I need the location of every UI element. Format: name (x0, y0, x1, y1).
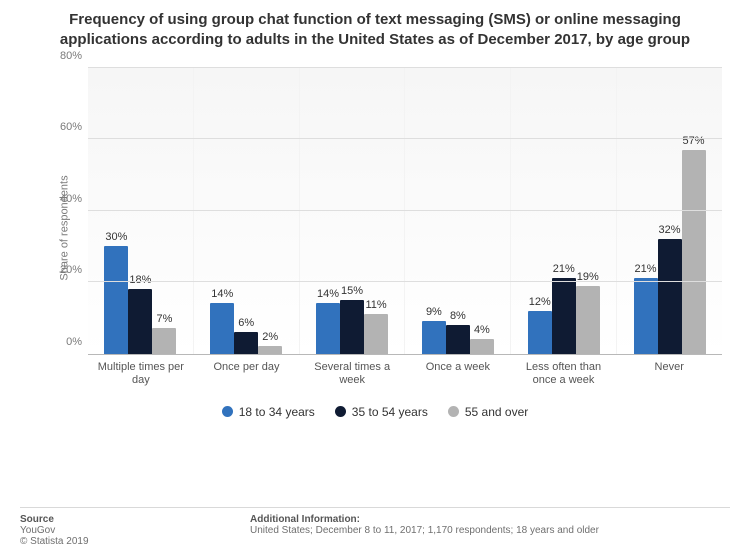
bar: 19% (576, 286, 600, 354)
bar: 8% (446, 325, 470, 354)
bar: 21% (552, 278, 576, 353)
bar: 4% (470, 339, 494, 353)
bar-value-label: 2% (262, 331, 278, 346)
bar: 21% (634, 278, 658, 353)
x-tick-label: Once per day (194, 357, 300, 393)
bar-group: 14%15%11% (300, 68, 406, 354)
legend-swatch (448, 406, 459, 417)
plot-area: 30%18%7%14%6%2%14%15%11%9%8%4%12%21%19%2… (88, 68, 722, 355)
chart-area: Share of respondents 30%18%7%14%6%2%14%1… (58, 63, 730, 393)
info-heading: Additional Information: (250, 514, 730, 525)
bar-value-label: 21% (635, 263, 657, 278)
y-tick: 80% (60, 50, 88, 62)
legend-label: 18 to 34 years (239, 405, 315, 419)
bar-groups: 30%18%7%14%6%2%14%15%11%9%8%4%12%21%19%2… (88, 68, 722, 354)
bar-group: 12%21%19% (511, 68, 617, 354)
x-tick-label: Once a week (405, 357, 511, 393)
y-tick: 0% (66, 336, 88, 348)
bar: 15% (340, 300, 364, 354)
bar-value-label: 7% (156, 313, 172, 328)
legend-item: 35 to 54 years (335, 405, 428, 419)
x-tick-label: Less often than once a week (511, 357, 617, 393)
x-axis-labels: Multiple times per dayOnce per daySevera… (88, 357, 722, 393)
bar-group: 9%8%4% (405, 68, 511, 354)
footer-info: Additional Information: United States; D… (250, 514, 730, 547)
bar-value-label: 21% (553, 263, 575, 278)
bar: 18% (128, 289, 152, 353)
bar: 6% (234, 332, 258, 353)
bar: 57% (682, 150, 706, 354)
info-text: United States; December 8 to 11, 2017; 1… (250, 525, 730, 536)
bar-value-label: 14% (211, 288, 233, 303)
bar-value-label: 30% (105, 231, 127, 246)
y-tick: 60% (60, 121, 88, 133)
gridline (88, 67, 722, 68)
bar-value-label: 4% (474, 324, 490, 339)
bar: 32% (658, 239, 682, 353)
bar-value-label: 32% (659, 224, 681, 239)
bar: 11% (364, 314, 388, 353)
bar-value-label: 57% (683, 135, 705, 150)
bar-value-label: 12% (529, 296, 551, 311)
legend-item: 55 and over (448, 405, 528, 419)
bar-value-label: 15% (341, 285, 363, 300)
source-heading: Source (20, 514, 250, 525)
bar: 14% (210, 303, 234, 353)
gridline (88, 138, 722, 139)
y-tick: 40% (60, 193, 88, 205)
legend-swatch (222, 406, 233, 417)
copyright: © Statista 2019 (20, 536, 250, 547)
legend: 18 to 34 years 35 to 54 years 55 and over (0, 405, 750, 421)
bar: 12% (528, 311, 552, 354)
bar-group: 14%6%2% (194, 68, 300, 354)
bar: 30% (104, 246, 128, 353)
legend-item: 18 to 34 years (222, 405, 315, 419)
bar-value-label: 9% (426, 306, 442, 321)
legend-label: 55 and over (465, 405, 528, 419)
bar: 9% (422, 321, 446, 353)
bar-value-label: 8% (450, 310, 466, 325)
bar-group: 21%32%57% (617, 68, 722, 354)
x-tick-label: Never (616, 357, 722, 393)
footer-source: Source YouGov © Statista 2019 (20, 514, 250, 547)
legend-label: 35 to 54 years (352, 405, 428, 419)
bar-group: 30%18%7% (88, 68, 194, 354)
footer: Source YouGov © Statista 2019 Additional… (20, 507, 730, 547)
bar: 2% (258, 346, 282, 353)
legend-swatch (335, 406, 346, 417)
gridline (88, 210, 722, 211)
x-tick-label: Several times a week (299, 357, 405, 393)
source-name: YouGov (20, 525, 250, 536)
bar-value-label: 11% (365, 299, 386, 314)
chart-title: Frequency of using group chat function o… (0, 0, 750, 55)
bar: 14% (316, 303, 340, 353)
x-tick-label: Multiple times per day (88, 357, 194, 393)
gridline (88, 281, 722, 282)
bar-value-label: 14% (317, 288, 339, 303)
bar-value-label: 19% (577, 271, 599, 286)
y-tick: 20% (60, 264, 88, 276)
bar-value-label: 6% (238, 317, 254, 332)
bar: 7% (152, 328, 176, 353)
